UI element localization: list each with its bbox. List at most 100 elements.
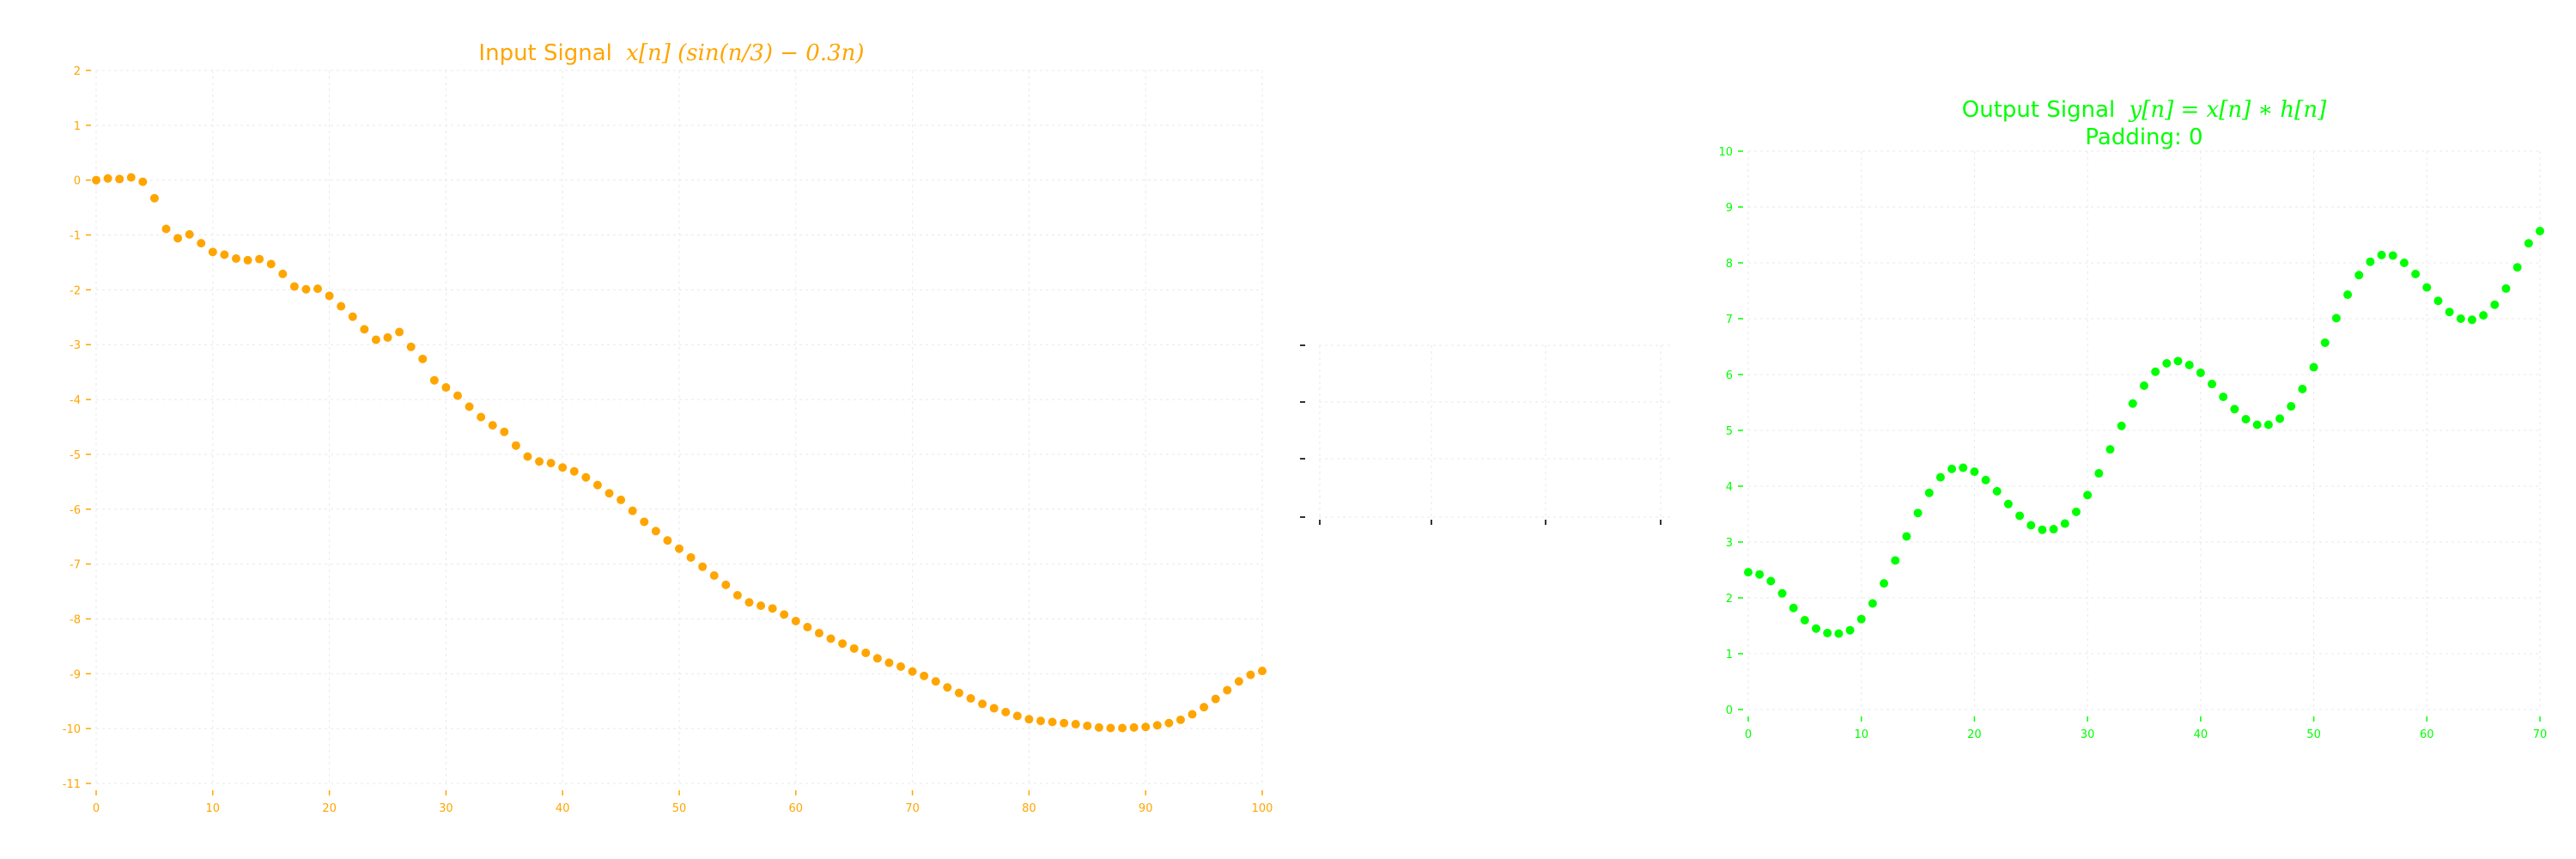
input-title-prefix: Input Signal bbox=[478, 40, 611, 66]
data-point bbox=[407, 343, 416, 351]
data-point bbox=[2117, 422, 2126, 430]
data-point bbox=[1188, 710, 1197, 719]
data-point bbox=[2072, 508, 2081, 516]
data-point bbox=[2310, 363, 2318, 372]
data-point bbox=[301, 285, 310, 294]
data-point bbox=[1246, 671, 1255, 679]
data-point bbox=[1801, 616, 1809, 624]
data-point bbox=[2140, 381, 2148, 390]
data-point bbox=[1130, 723, 1139, 732]
data-point bbox=[721, 581, 730, 589]
data-point bbox=[173, 234, 182, 242]
data-point bbox=[197, 239, 205, 247]
data-point bbox=[605, 489, 614, 497]
y-tick-label: -8 bbox=[70, 613, 81, 626]
data-point bbox=[2411, 270, 2420, 278]
data-point bbox=[220, 251, 228, 259]
y-tick-label: -7 bbox=[70, 559, 81, 572]
data-point bbox=[1755, 570, 1764, 579]
data-point bbox=[1106, 724, 1115, 733]
y-tick-label: -3 bbox=[70, 339, 81, 352]
data-point bbox=[1141, 722, 1150, 731]
data-point bbox=[896, 662, 905, 671]
data-point bbox=[2378, 251, 2386, 259]
data-point bbox=[2524, 239, 2533, 247]
x-tick-label: 60 bbox=[2420, 728, 2434, 741]
data-point bbox=[873, 654, 882, 662]
y-tick-label: -11 bbox=[63, 778, 81, 791]
data-point bbox=[698, 563, 707, 571]
y-tick-label: -5 bbox=[70, 449, 81, 462]
x-tick-label: 20 bbox=[1967, 728, 1982, 741]
data-point bbox=[1925, 489, 1934, 497]
data-point bbox=[1993, 487, 2002, 496]
data-point bbox=[1200, 703, 1208, 711]
x-tick-label: 20 bbox=[322, 802, 337, 815]
data-point bbox=[675, 545, 683, 553]
y-tick-label: -1 bbox=[70, 230, 81, 243]
data-point bbox=[769, 604, 777, 612]
y-tick-label: 5 bbox=[1726, 425, 1733, 438]
x-tick-label: 50 bbox=[2306, 728, 2321, 741]
input-title-math: x[n] (sin(n/3) − 0.3n) bbox=[626, 40, 864, 66]
data-point bbox=[1024, 715, 1033, 723]
data-point bbox=[2321, 338, 2330, 347]
data-point bbox=[1048, 717, 1057, 726]
data-point bbox=[558, 463, 567, 472]
data-point bbox=[1947, 465, 1956, 473]
data-point bbox=[1834, 630, 1843, 638]
y-tick-label: 6 bbox=[1726, 369, 1733, 382]
data-point bbox=[1857, 615, 1866, 624]
x-tick-label: 70 bbox=[2533, 728, 2548, 741]
data-point bbox=[2061, 520, 2069, 528]
data-point bbox=[384, 333, 392, 342]
data-point bbox=[2343, 290, 2352, 299]
data-point bbox=[349, 313, 357, 321]
data-point bbox=[255, 255, 264, 264]
data-point bbox=[1880, 579, 1888, 588]
data-point bbox=[2015, 511, 2024, 520]
y-tick-label: 9 bbox=[1726, 202, 1733, 215]
data-point bbox=[1036, 716, 1045, 725]
data-point bbox=[827, 634, 835, 643]
y-tick-label: 1 bbox=[1726, 649, 1733, 661]
data-point bbox=[535, 457, 544, 466]
data-point bbox=[104, 174, 112, 183]
data-point bbox=[2219, 393, 2227, 401]
data-point bbox=[115, 174, 124, 183]
data-point bbox=[1235, 677, 1243, 685]
output-title-prefix: Output Signal bbox=[1962, 97, 2115, 123]
data-point bbox=[1176, 716, 1185, 724]
data-point bbox=[2253, 421, 2262, 430]
data-point bbox=[1846, 626, 1855, 635]
y-tick-label: 0 bbox=[1726, 704, 1733, 717]
data-point bbox=[2026, 521, 2035, 530]
data-point bbox=[2366, 258, 2374, 266]
data-point bbox=[861, 649, 870, 657]
data-point bbox=[1982, 476, 1990, 484]
data-point bbox=[2196, 369, 2205, 377]
data-point bbox=[733, 591, 742, 600]
data-point bbox=[2105, 445, 2114, 454]
data-point bbox=[780, 610, 788, 618]
output-title-math: y[n] = x[n] ∗ h[n] bbox=[2129, 97, 2328, 123]
data-point bbox=[710, 571, 719, 580]
data-point bbox=[570, 467, 579, 476]
data-point bbox=[920, 672, 928, 680]
data-point bbox=[629, 507, 637, 515]
data-point bbox=[290, 283, 299, 291]
y-tick-label: 2 bbox=[1726, 593, 1733, 606]
y-tick-label: -2 bbox=[70, 284, 81, 297]
data-point bbox=[1744, 568, 1753, 576]
data-point bbox=[2298, 385, 2306, 393]
data-point bbox=[2208, 380, 2216, 388]
data-point bbox=[967, 694, 975, 703]
data-point bbox=[792, 617, 800, 625]
data-point bbox=[838, 639, 847, 648]
x-tick-label: 30 bbox=[439, 802, 453, 815]
output-signal-chart: Output Signal y[n] = x[n] ∗ h[n] Padding… bbox=[1718, 97, 2547, 741]
data-point bbox=[430, 376, 439, 385]
data-point bbox=[360, 325, 368, 333]
y-tick-label: 10 bbox=[1718, 146, 1733, 159]
data-point bbox=[512, 442, 520, 450]
